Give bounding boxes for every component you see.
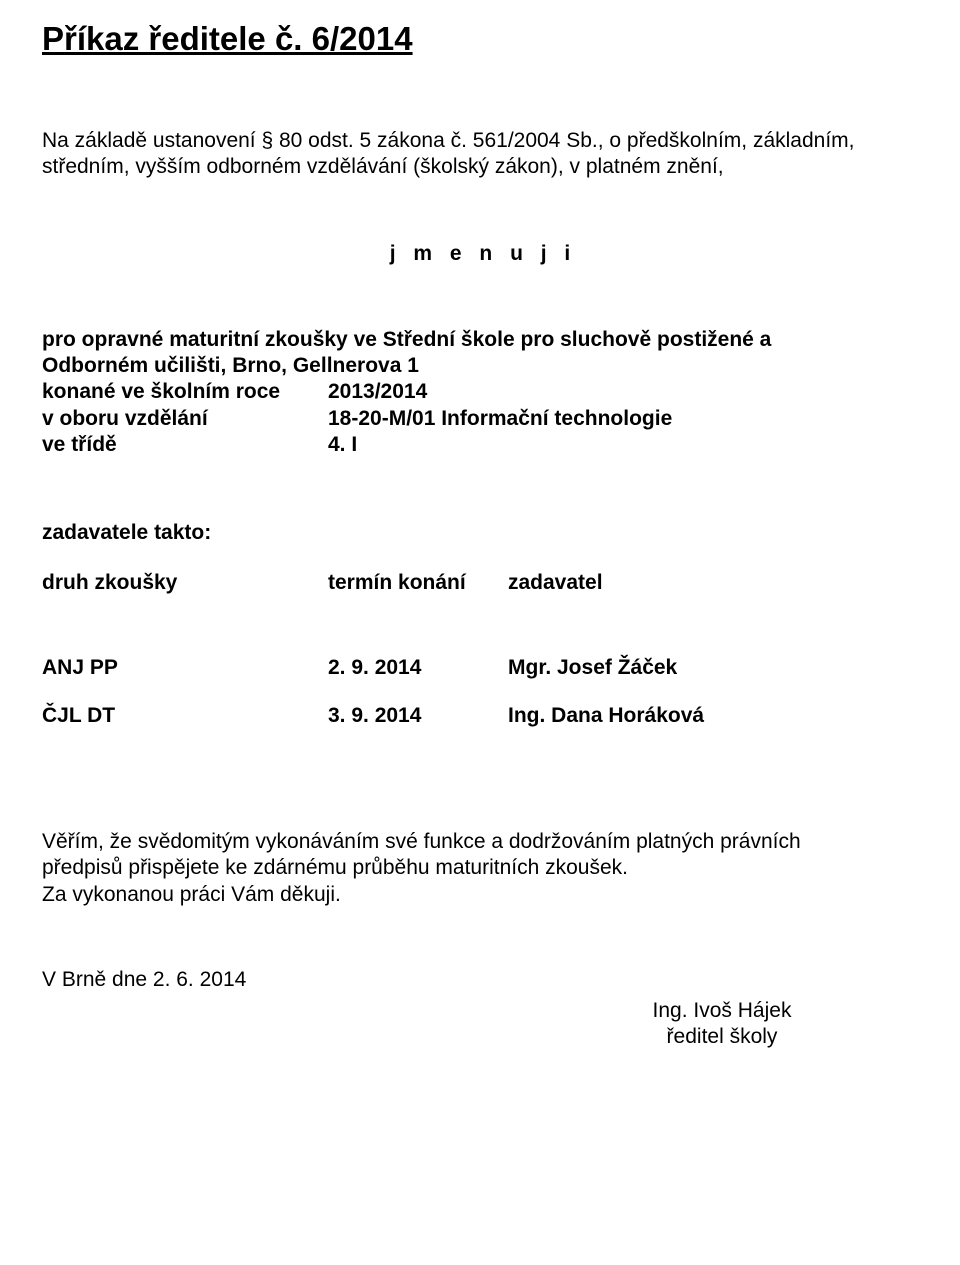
jmenuji-heading: j m e n u j i [42, 241, 924, 267]
document-title: Příkaz ředitele č. 6/2014 [42, 20, 924, 58]
cell-zadavatel: Mgr. Josef Žáček [508, 655, 924, 681]
table-row: ČJL DT 3. 9. 2014 Ing. Dana Horáková [42, 703, 924, 729]
kv-key: ve třídě [42, 432, 328, 458]
assignment-line-1: pro opravné maturitní zkoušky ve Střední… [42, 327, 924, 353]
kv-row: v oboru vzdělání 18-20-M/01 Informační t… [42, 406, 924, 432]
signatory-role: ředitel školy [612, 1024, 832, 1050]
kv-row: konané ve školním roce 2013/2014 [42, 379, 924, 405]
signature-block: Ing. Ivoš Hájek ředitel školy [612, 998, 832, 1051]
cell-termin: 2. 9. 2014 [328, 655, 508, 681]
signatory-name: Ing. Ivoš Hájek [612, 998, 832, 1024]
col-header-druh: druh zkoušky [42, 570, 328, 596]
cell-druh: ANJ PP [42, 655, 328, 681]
table-header-row: druh zkoušky termín konání zadavatel [42, 570, 924, 596]
kv-val: 2013/2014 [328, 379, 924, 405]
closing-line-3: Za vykonanou práci Vám děkuji. [42, 882, 924, 908]
kv-key: konané ve školním roce [42, 379, 328, 405]
cell-termin: 3. 9. 2014 [328, 703, 508, 729]
table-row: ANJ PP 2. 9. 2014 Mgr. Josef Žáček [42, 655, 924, 681]
col-header-zadavatel: zadavatel [508, 570, 924, 596]
kv-val: 4. I [328, 432, 924, 458]
cell-zadavatel: Ing. Dana Horáková [508, 703, 924, 729]
zadavatele-label: zadavatele takto: [42, 520, 924, 546]
closing-line-2: předpisů přispějete ke zdárnému průběhu … [42, 855, 924, 881]
intro-line-2: středním, vyšším odborném vzdělávání (šk… [42, 154, 924, 180]
kv-val: 18-20-M/01 Informační technologie [328, 406, 924, 432]
date-place: V Brně dne 2. 6. 2014 [42, 968, 924, 992]
assignment-line-2: Odborném učilišti, Brno, Gellnerova 1 [42, 353, 924, 379]
cell-druh: ČJL DT [42, 703, 328, 729]
col-header-termin: termín konání [328, 570, 508, 596]
kv-key: v oboru vzdělání [42, 406, 328, 432]
closing-line-1: Věřím, že svědomitým vykonáváním své fun… [42, 829, 924, 855]
intro-line-1: Na základě ustanovení § 80 odst. 5 zákon… [42, 128, 924, 154]
kv-row: ve třídě 4. I [42, 432, 924, 458]
